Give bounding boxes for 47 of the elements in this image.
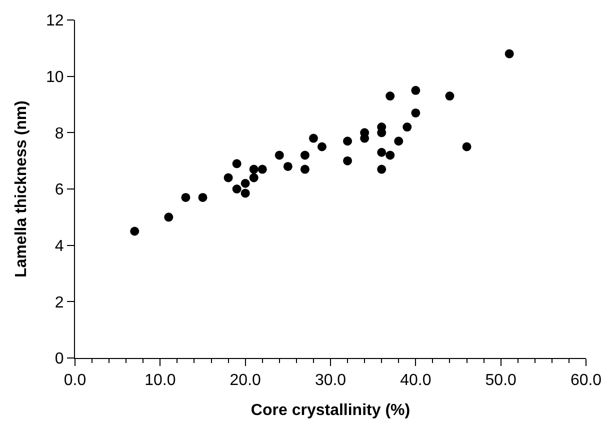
x-tick-label: 0.0 <box>64 372 86 390</box>
x-tick-label: 60.0 <box>570 372 602 390</box>
point <box>402 122 412 132</box>
y-axis-title: Lamella thickness (nm) <box>12 100 30 278</box>
point <box>224 173 233 182</box>
y-tick-label: 8 <box>54 125 64 142</box>
point <box>130 226 140 236</box>
point <box>198 192 208 202</box>
point <box>343 136 352 146</box>
y-tick-label: 2 <box>54 294 64 312</box>
point <box>240 178 250 188</box>
point <box>240 188 250 198</box>
point <box>445 92 454 101</box>
x-tick-label: 30.0 <box>314 372 346 390</box>
point <box>343 156 352 166</box>
point <box>249 173 258 182</box>
point <box>394 136 404 146</box>
point <box>317 142 326 152</box>
y-tick-label: 10 <box>46 68 64 86</box>
point <box>462 142 472 152</box>
point <box>258 164 267 174</box>
point <box>181 192 190 202</box>
y-tick-label: 0 <box>54 350 64 368</box>
point <box>411 108 420 118</box>
point <box>300 150 310 160</box>
y-tick-label: 6 <box>54 182 64 199</box>
point <box>308 134 318 143</box>
point <box>249 164 258 174</box>
point <box>232 184 242 194</box>
y-tick-label: 12 <box>46 12 64 30</box>
x-tick-label: 50.0 <box>485 372 516 390</box>
y-tick-label: 4 <box>54 238 64 255</box>
x-tick-label: 20.0 <box>230 372 261 390</box>
point <box>274 150 284 160</box>
point <box>377 148 386 157</box>
point <box>300 164 310 174</box>
x-axis-title: Core crystallinity (%) <box>250 402 410 419</box>
point <box>386 150 395 160</box>
point <box>164 212 174 222</box>
x-tick-label: 10.0 <box>144 372 176 390</box>
point <box>377 164 386 174</box>
point <box>232 159 242 168</box>
point <box>386 92 395 101</box>
point <box>504 49 514 58</box>
x-tick-label: 40.0 <box>400 372 432 390</box>
point <box>283 162 292 171</box>
point <box>411 86 420 95</box>
